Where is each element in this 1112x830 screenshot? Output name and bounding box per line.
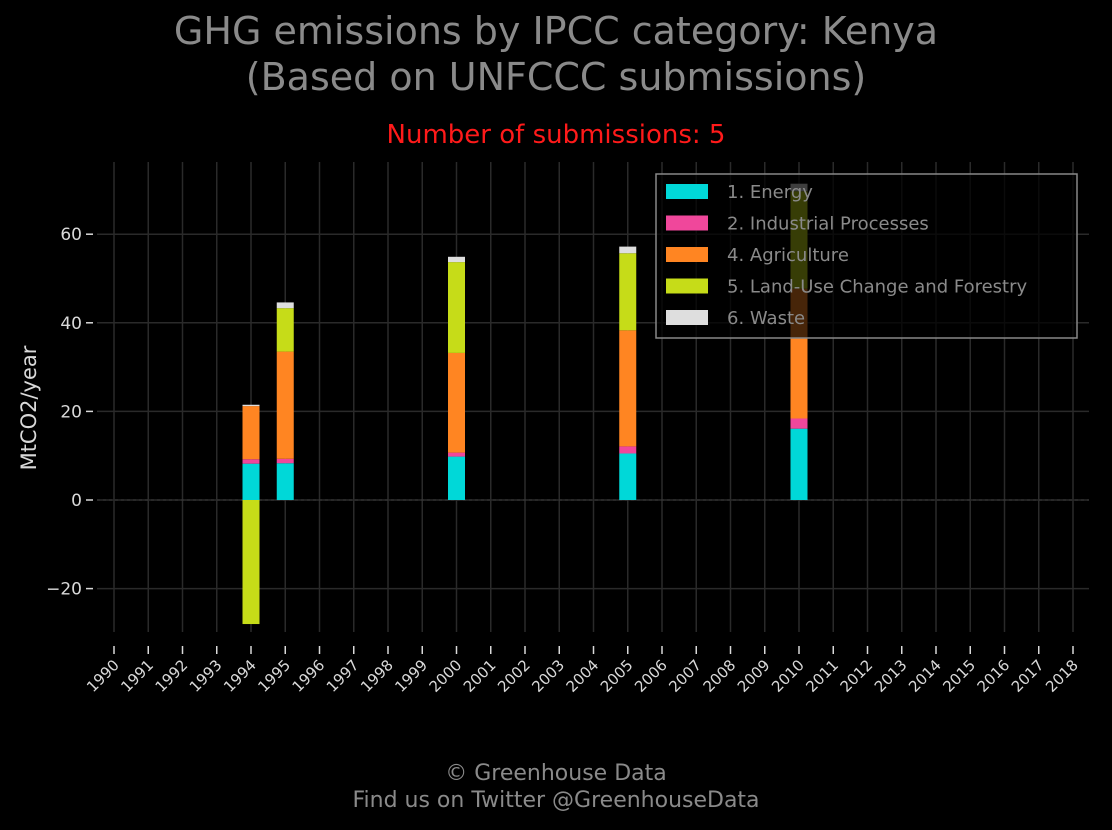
x-tick-label: 1997 [323,656,363,696]
bar-segment [242,404,260,407]
bar-segment [276,351,294,459]
x-tick-label: 2017 [1008,656,1048,696]
x-tick-label: 1996 [289,656,329,696]
legend-label: 6. Waste [727,308,805,329]
x-tick-label: 2000 [426,656,466,696]
bar-segment [448,262,465,353]
x-tick-label: 1995 [254,656,294,696]
legend-swatch [666,247,708,262]
x-tick-label: 2016 [974,656,1014,696]
bar-segment [790,418,808,429]
x-tick-label: 1999 [391,656,431,696]
x-tick-label: 2002 [494,656,534,696]
bar-segment [276,302,294,309]
footer-copyright: © Greenhouse Data [445,761,667,786]
bar-segment [276,463,294,500]
y-tick-label: 20 [60,402,82,422]
bar-segment [448,456,465,500]
x-tick-label: 2013 [871,656,911,696]
submissions-count: Number of submissions: 5 [386,120,726,150]
x-tick-label: 2012 [837,656,877,696]
x-tick-label: 1993 [186,656,226,696]
x-tick-label: 2007 [665,656,705,696]
legend-swatch [666,278,708,294]
bar-segment [790,428,808,500]
bar-segment [242,500,260,625]
bar-segment [619,246,637,254]
x-tick-label: 1998 [357,656,397,696]
legend-swatch [666,310,708,325]
bar-segment [242,406,260,460]
x-tick-label: 2018 [1042,656,1082,696]
x-tick-label: 2011 [802,656,842,696]
y-tick-label: −20 [46,580,82,600]
legend-swatch [666,184,708,199]
legend-label: 4. Agriculture [727,245,849,266]
chart-title: GHG emissions by IPCC category: Kenya (B… [0,8,1112,100]
bar-segment [619,453,637,500]
x-tick-label: 2001 [460,656,500,696]
x-tick-label: 2009 [734,656,774,696]
x-tick-label: 1991 [117,656,157,696]
legend-label: 2. Industrial Processes [727,214,929,235]
x-tick-label: 2008 [700,656,740,696]
bar-segment [619,253,637,331]
legend-label: 1. Energy [727,182,813,203]
y-tick-label: 0 [71,491,82,511]
footer-twitter-link[interactable]: Find us on Twitter @GreenhouseData [352,788,760,813]
bar-segment [619,330,637,447]
x-tick-label: 2015 [939,656,979,696]
legend-label: 5. Land-Use Change and Forestry [727,277,1027,298]
y-tick-label: 60 [60,225,82,245]
bar-segment [242,459,260,464]
x-tick-label: 2003 [528,656,568,696]
footer: © Greenhouse Data Find us on Twitter @Gr… [0,760,1112,814]
x-tick-label: 2010 [768,656,808,696]
x-tick-label: 1992 [152,656,192,696]
bar-segment [276,458,294,464]
bar-segment [448,256,465,263]
bar-segment [276,308,294,352]
legend-box [655,173,1078,339]
bar-segment [619,446,637,454]
x-tick-label: 2006 [631,656,671,696]
x-tick-label: 2004 [563,656,603,696]
chart-title-line1: GHG emissions by IPCC category: Kenya [173,9,939,53]
x-tick-label: 2014 [905,656,945,696]
x-tick-label: 1990 [83,656,123,696]
bar-segment [448,452,465,457]
bar-segment [448,352,465,453]
chart-title-line2: (Based on UNFCCC submissions) [245,55,867,99]
bar-segment [242,463,260,500]
legend-swatch [666,215,708,231]
x-tick-label: 2005 [597,656,637,696]
y-axis-label: MtCO2/year [17,345,41,470]
x-tick-label: 1994 [220,656,260,696]
y-tick-label: 40 [60,314,82,334]
legend[interactable]: 1. Energy 2. Industrial Processes 4. Agric… [655,173,1078,339]
